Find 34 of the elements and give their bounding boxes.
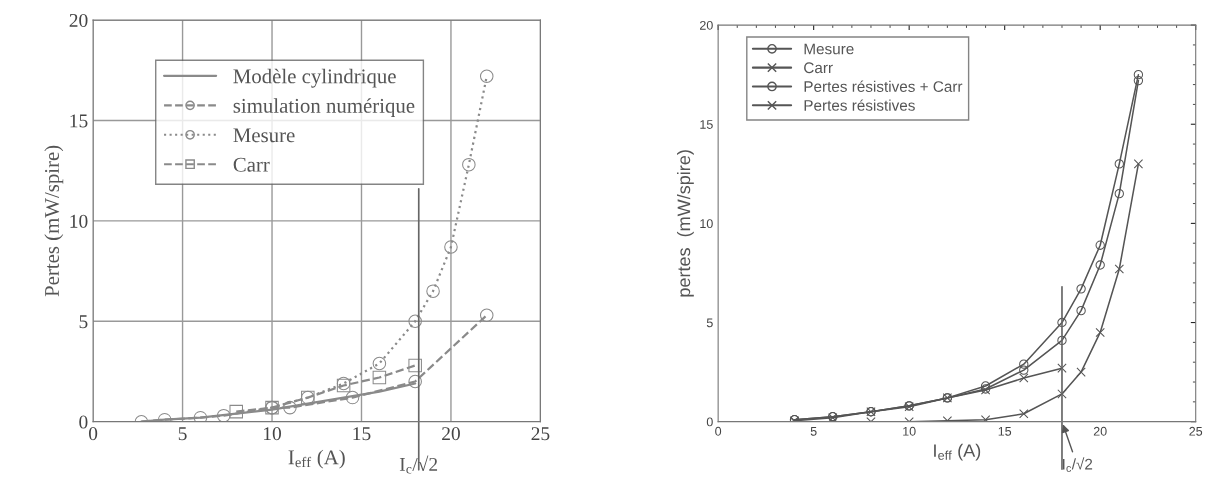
x-tick-label: 25 bbox=[531, 427, 550, 441]
y-tick-label: 10 bbox=[70, 214, 88, 228]
legend-label: Carr bbox=[233, 157, 270, 172]
y-axis-title: pertes (mW/spire) bbox=[677, 150, 694, 297]
x-tick-label: 0 bbox=[715, 426, 722, 436]
legend-label: Carr bbox=[804, 62, 833, 74]
legend-label: Pertes résistives bbox=[804, 99, 915, 111]
legend-label: Pertes résistives + Carr bbox=[804, 80, 963, 92]
y-tick-label: 5 bbox=[79, 315, 88, 329]
x-tick-label: 5 bbox=[178, 427, 187, 441]
x-tick-label: 15 bbox=[998, 427, 1012, 436]
x-tick-label: 15 bbox=[353, 427, 371, 441]
legend-label: Mesure bbox=[804, 43, 854, 55]
x-tick-label: 10 bbox=[264, 427, 282, 441]
x-axis-title: I$_{eff}$ (A) bbox=[288, 449, 345, 469]
y-tick-label: 10 bbox=[700, 219, 713, 229]
x-axis-title: I$_{eff}$ (A) bbox=[934, 443, 981, 461]
y-tick-label: 15 bbox=[700, 120, 713, 129]
y-tick-label: 20 bbox=[69, 13, 88, 28]
legend-label: Modèle cylindrique bbox=[233, 68, 396, 88]
y-tick-label: 0 bbox=[706, 417, 713, 427]
x-tick-label: 0 bbox=[88, 427, 98, 441]
x-tick-label: 25 bbox=[1189, 426, 1203, 436]
x-tick-label: 20 bbox=[442, 427, 460, 441]
ref-line-label: I$_{c}$/√2 bbox=[1063, 457, 1093, 472]
x-tick-label: 10 bbox=[903, 426, 916, 436]
y-tick-label: 15 bbox=[70, 114, 88, 128]
y-axis-title: Pertes (mW/spire) bbox=[44, 145, 64, 297]
legend-label: Mesure bbox=[233, 128, 295, 143]
y-tick-label: 20 bbox=[700, 20, 713, 30]
x-tick-label: 20 bbox=[1093, 426, 1107, 436]
x-tick-label: 5 bbox=[810, 427, 817, 436]
y-tick-label: 5 bbox=[706, 318, 713, 328]
legend-label: simulation numérique bbox=[233, 98, 415, 118]
